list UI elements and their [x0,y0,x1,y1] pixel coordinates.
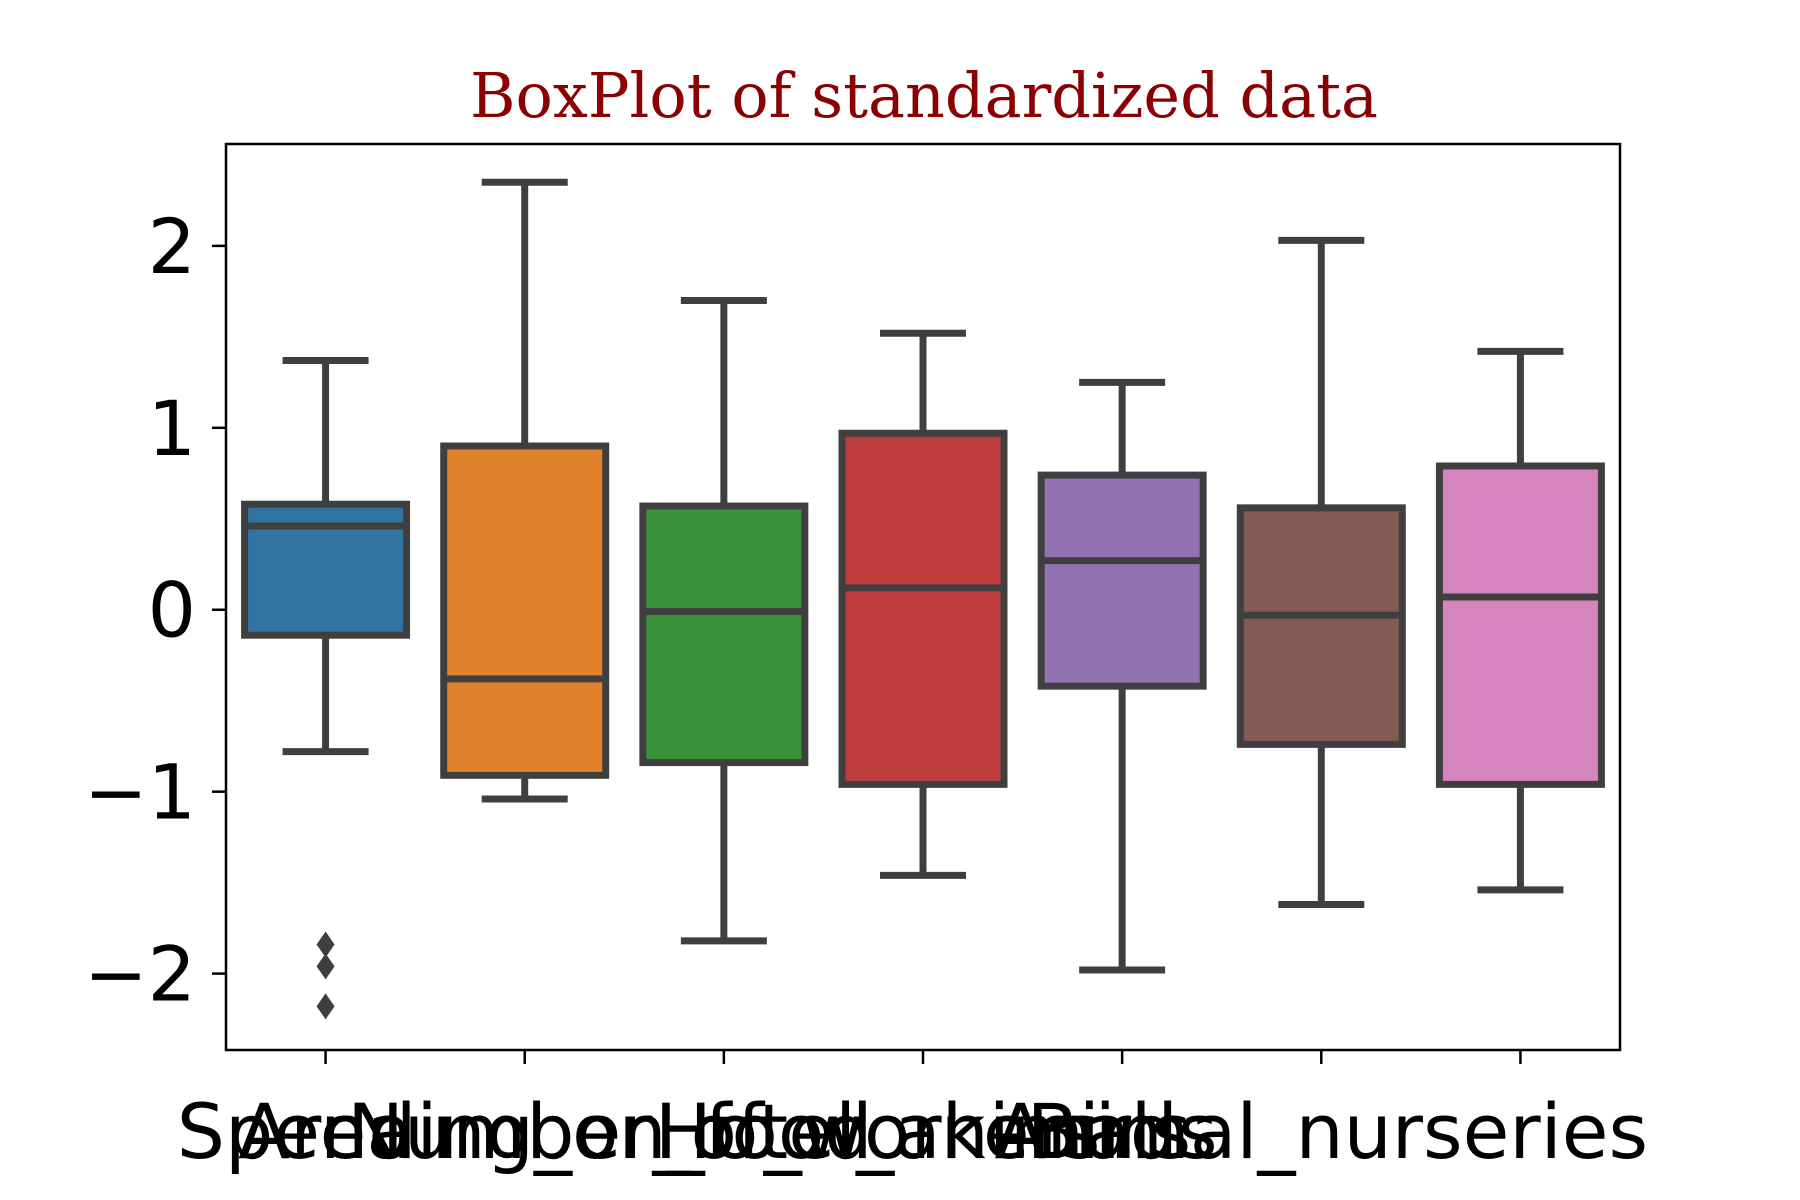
box-body [838,429,1008,788]
x-tick-label: Spending_on_food [177,1087,873,1176]
y-tick-label: 2 [148,202,196,291]
box-group [440,178,610,803]
box-body [440,442,610,779]
box-group [1236,236,1406,908]
outlier-point [316,993,335,1020]
y-tick-label: 1 [148,384,196,473]
box-body [1435,462,1605,788]
x-tick-label: Hotel_animals [655,1087,1192,1176]
chart-title: BoxPlot of standardized data [470,59,1378,132]
box-body [1236,504,1406,748]
x-tick-label: Birds [1027,1087,1218,1176]
box-group [241,356,411,1020]
box-body [639,502,809,767]
x-tick-label: Animal_nurseries [994,1087,1648,1176]
plot-area: −2 −1 0 1 2 AreaSpending_on_foodNumber_of_wor… [84,142,1648,1176]
y-tick-label: 0 [148,566,196,655]
x-tick-label: Number_of_workers [347,1087,1100,1176]
box-group [838,329,1008,879]
x-axis: AreaSpending_on_foodNumber_of_workersHot… [177,1050,1648,1176]
x-tick-label: Area [238,1087,413,1176]
outlier-point [316,953,335,980]
box-body [1037,471,1207,690]
outlier-point [316,931,335,958]
y-tick-label: −2 [84,930,196,1019]
box-group [639,296,809,945]
y-tick-label: −1 [84,748,196,837]
box-group [1435,347,1605,894]
y-axis: −2 −1 0 1 2 [84,202,226,1019]
box-group [1037,378,1207,974]
